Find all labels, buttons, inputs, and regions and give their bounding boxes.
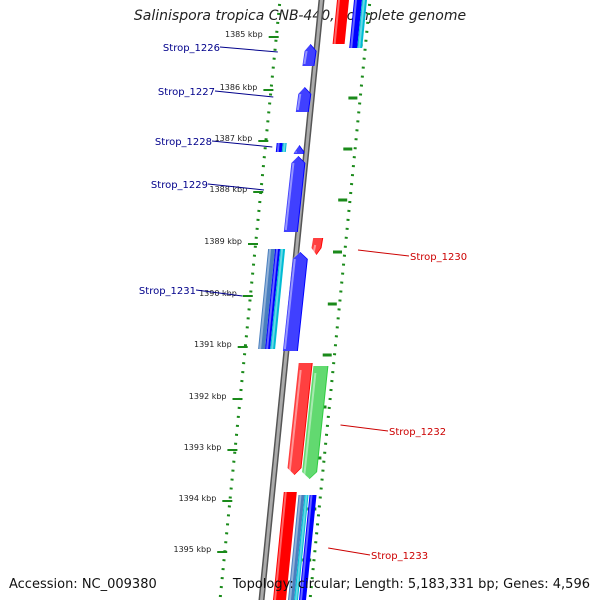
kbp-tick-label: 1385 kbp bbox=[225, 30, 263, 39]
gene-strop-1231-a[interactable] bbox=[258, 248, 276, 350]
gene-feature-top-cyan[interactable] bbox=[357, 0, 368, 49]
gene-features[interactable] bbox=[258, 0, 368, 600]
right-ruler-line bbox=[308, 0, 372, 600]
kbp-tick-label: 1395 kbp bbox=[173, 545, 211, 554]
accession-label: Accession: NC_009380 bbox=[9, 577, 157, 592]
gene-strop-1228-c[interactable] bbox=[292, 145, 305, 154]
left-label-leader bbox=[207, 183, 265, 191]
gene-label-left[interactable]: Strop_1226 bbox=[163, 43, 220, 54]
gene-strop-1230[interactable] bbox=[310, 238, 324, 255]
gene-strop-1228-a[interactable] bbox=[275, 142, 283, 153]
gene-strop-1231-d[interactable] bbox=[281, 252, 308, 351]
kbp-tick-label: 1389 kbp bbox=[204, 237, 242, 246]
kbp-tick-label: 1393 kbp bbox=[184, 443, 222, 452]
gene-strop-1233-b[interactable] bbox=[288, 494, 305, 600]
gene-strop-1232-a[interactable] bbox=[286, 363, 313, 475]
left-label-leader bbox=[211, 140, 273, 148]
gene-strop-1233-d[interactable] bbox=[299, 494, 317, 600]
gene-label-left[interactable]: Strop_1229 bbox=[151, 180, 208, 191]
gene-strop-1233-c[interactable] bbox=[294, 494, 309, 600]
left-ruler-line bbox=[218, 0, 282, 600]
ruler-dotted-lines bbox=[218, 0, 372, 600]
gene-label-left[interactable]: Strop_1228 bbox=[155, 137, 212, 148]
left-label-leader bbox=[214, 90, 274, 98]
gene-strop-1232-b[interactable] bbox=[301, 366, 329, 479]
gene-strop-1229[interactable] bbox=[282, 156, 306, 232]
gene-strop-1231-c[interactable] bbox=[270, 248, 286, 350]
gene-label-left[interactable]: Strop_1231 bbox=[139, 286, 196, 297]
gene-label-left[interactable]: Strop_1227 bbox=[158, 87, 215, 98]
right-label-leader bbox=[357, 249, 410, 257]
kbp-tick-label: 1387 kbp bbox=[215, 134, 253, 143]
kbp-tick-label: 1390 kbp bbox=[199, 289, 237, 298]
gene-label-right[interactable]: Strop_1230 bbox=[410, 252, 467, 263]
gene-labels[interactable]: Strop_1226 Strop_1227 Strop_1228 Strop_1229… bbox=[139, 43, 467, 562]
gene-feature-top-red[interactable] bbox=[332, 0, 350, 45]
kbp-tick-label: 1391 kbp bbox=[194, 340, 232, 349]
gene-strop-1233-a[interactable] bbox=[272, 491, 297, 600]
gene-label-right[interactable]: Strop_1233 bbox=[371, 551, 428, 562]
left-label-leader bbox=[219, 46, 278, 53]
kbp-tick-label: 1386 kbp bbox=[220, 83, 258, 92]
kbp-tick-marks: 1385 kbp 1386 kbp 1387 kbp 1388 kbp 1389 kbp… bbox=[173, 30, 363, 562]
gene-strop-1226[interactable] bbox=[301, 44, 317, 66]
left-label-leader bbox=[195, 289, 243, 297]
kbp-tick-label: 1394 kbp bbox=[179, 494, 217, 503]
right-label-leader bbox=[328, 547, 371, 556]
gene-strop-1231-b[interactable] bbox=[265, 248, 281, 350]
gene-label-right[interactable]: Strop_1232 bbox=[389, 427, 446, 438]
map-title: Salinispora tropica CNB-440, complete ge… bbox=[133, 8, 467, 24]
gene-strop-1228-b[interactable] bbox=[281, 142, 287, 153]
gene-feature-top-blue[interactable] bbox=[349, 0, 363, 49]
topology-summary: Topology: circular; Length: 5,183,331 bp… bbox=[232, 577, 590, 592]
kbp-tick-label: 1388 kbp bbox=[209, 185, 247, 194]
right-label-leader bbox=[340, 424, 389, 432]
gene-strop-1227[interactable] bbox=[294, 87, 312, 112]
kbp-tick-label: 1392 kbp bbox=[189, 392, 227, 401]
